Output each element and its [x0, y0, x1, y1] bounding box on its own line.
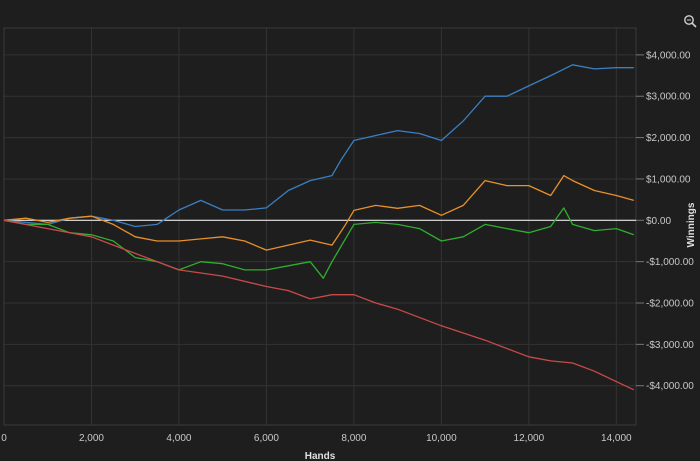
- x-tick-label: 0: [1, 433, 7, 444]
- x-tick-label: 2,000: [79, 433, 104, 444]
- y-axis-label: Winnings: [686, 202, 697, 247]
- plot-frame: [3, 27, 637, 426]
- y-tick-label: $2,000.00: [646, 133, 691, 144]
- y-tick-label: -$4,000.00: [646, 381, 694, 392]
- x-tick-label: 6,000: [254, 433, 279, 444]
- y-tick-label: $0.00: [646, 216, 671, 227]
- y-tick-label: -$3,000.00: [646, 340, 694, 351]
- series-group: [3, 64, 635, 391]
- y-tick-label: $4,000.00: [646, 50, 691, 61]
- series-line-2: [3, 174, 634, 251]
- series-line-1: [3, 64, 634, 228]
- x-tick-label: 10,000: [426, 433, 457, 444]
- x-axis-label: Hands: [305, 451, 336, 461]
- series-line-4: [3, 219, 635, 391]
- x-tick-label: 12,000: [514, 433, 545, 444]
- x-tick-label: 14,000: [601, 433, 632, 444]
- x-tick-label: 8,000: [341, 433, 366, 444]
- y-tick-label: $3,000.00: [646, 92, 691, 103]
- y-axis: $4,000.00 $3,000.00 $2,000.00 $1,000.00 $0.0…: [636, 50, 694, 392]
- series-line-3: [3, 207, 635, 279]
- y-tick-label: -$1,000.00: [646, 257, 694, 268]
- grid: [3, 28, 636, 425]
- y-tick-label: -$2,000.00: [646, 299, 694, 310]
- y-tick-label: $1,000.00: [646, 174, 691, 185]
- x-axis: 0 2,000 4,000 6,000 8,000 10,000 12,000 14,000: [1, 433, 632, 444]
- x-tick-label: 4,000: [166, 433, 191, 444]
- magnifier-zoom-icon[interactable]: [683, 14, 697, 28]
